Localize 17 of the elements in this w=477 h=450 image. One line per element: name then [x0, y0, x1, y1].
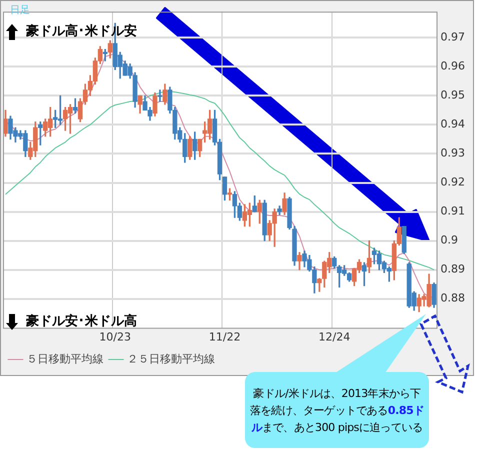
y-tick-label: 0.93 — [440, 146, 466, 160]
y-tick-label: 0.91 — [440, 204, 466, 218]
x-tick-label: 10/23 — [99, 330, 131, 344]
y-tick-label: 0.95 — [440, 88, 466, 102]
legend-label: ２５日移動平均線 — [127, 352, 215, 366]
legend-label: ５日移動平均線 — [26, 352, 104, 366]
y-tick-label: 0.94 — [440, 118, 466, 131]
y-tick-label: 0.88 — [440, 292, 466, 305]
y-tick-label: 0.9 — [440, 234, 458, 247]
y-tick-label: 0.92 — [440, 176, 466, 189]
annotation: 豪ドル安･米ドル高 — [26, 312, 137, 330]
y-tick-label: 0.97 — [440, 30, 466, 44]
x-tick-label: 11/22 — [208, 330, 241, 344]
x-tick-label: 12/24 — [318, 330, 350, 344]
candlestick — [158, 90, 162, 102]
y-tick-label: 0.96 — [440, 60, 466, 73]
y-tick-label: 0.89 — [440, 262, 466, 276]
